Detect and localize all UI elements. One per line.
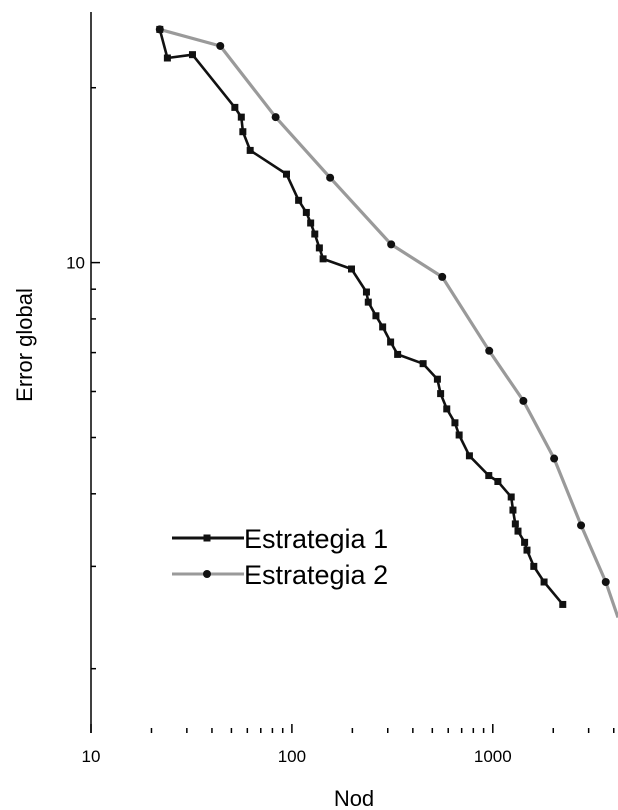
data-point [523,546,531,554]
data-point [437,390,445,398]
data-point [347,265,355,273]
data-point [282,170,290,178]
data-point [550,454,559,463]
legend-label-estrategia-1: Estrategia 1 [244,524,388,554]
data-point [231,103,239,111]
data-point [246,146,254,154]
data-point [362,288,370,296]
data-point [507,493,515,501]
legend-item-estrategia-2: Estrategia 2 [172,560,388,590]
legend-label-estrategia-2: Estrategia 2 [244,560,388,590]
x-tick-label: 1000 [474,747,512,766]
x-tick-label: 10 [82,747,101,766]
data-point [315,244,323,252]
axes: 10 100 1000 10 [66,12,615,766]
data-point [379,323,387,331]
data-point [319,255,327,263]
x-axis-ticks: 10 100 1000 [82,724,615,766]
series-estrategia-1 [156,25,567,608]
data-point [394,350,402,358]
data-point [514,527,522,535]
data-point [372,312,380,320]
legend-marker-circle [203,570,211,578]
data-point [485,472,493,480]
data-point [438,272,447,281]
y-axis-ticks: 10 [66,86,100,670]
data-point [419,360,427,368]
legend-item-estrategia-1: Estrategia 1 [172,524,388,554]
data-point [601,577,610,586]
data-point [311,230,319,238]
legend-marker-square [203,534,211,542]
data-point [237,113,245,121]
data-point [494,477,502,485]
data-point [540,578,548,586]
x-tick-label: 100 [278,747,306,766]
x-axis-title: Nod [334,786,374,810]
data-point [216,41,225,50]
data-point [387,338,395,346]
data-point [433,375,441,383]
y-axis-title: Error global [12,288,37,402]
data-point [509,506,517,514]
data-point [443,405,451,413]
data-point [239,128,247,136]
data-point [271,113,280,122]
data-point [155,25,164,34]
data-point [451,419,459,427]
legend: Estrategia 1 Estrategia 2 [172,524,388,590]
data-point [559,600,567,608]
series-layer [155,25,618,619]
data-point [188,51,196,59]
data-point [455,431,463,439]
data-point [387,240,396,249]
y-tick-label: 10 [66,254,85,273]
data-point [302,208,310,216]
data-point [295,196,303,204]
data-point [485,346,494,355]
data-point [577,521,586,530]
series-line-estrategia-2 [159,27,618,619]
data-point [530,562,538,570]
data-point [364,298,372,306]
series-line-estrategia-1 [158,29,564,606]
data-point [519,396,528,405]
data-point [307,219,315,227]
data-point [163,54,171,62]
series-estrategia-2 [155,25,618,619]
data-point [465,452,473,460]
data-point [511,520,519,528]
data-point [521,538,529,546]
data-point [326,173,335,182]
